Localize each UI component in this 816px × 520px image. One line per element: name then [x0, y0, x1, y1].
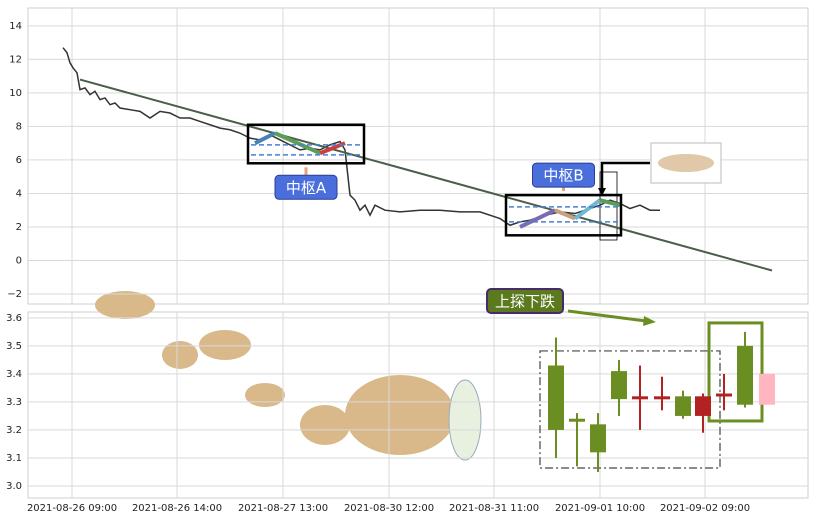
dog: [300, 405, 350, 445]
y-tick-label: 8: [16, 121, 22, 132]
y-tick-label: 3.5: [6, 341, 22, 352]
y-tick-label: 4: [16, 188, 22, 199]
candle-body: [548, 365, 564, 430]
candle-body: [632, 396, 648, 400]
y-tick-label: 3.3: [6, 397, 22, 408]
decorative-images: [28, 8, 808, 498]
label-box: [532, 162, 595, 188]
dog: [199, 330, 251, 360]
annotation-label: 上探下跌: [495, 293, 555, 311]
highlight-box: [707, 321, 764, 423]
thumbnail-image: [658, 154, 714, 172]
y-tick-label: 3.2: [6, 425, 22, 436]
y-tick-label: 3.6: [6, 313, 22, 324]
y-tick-label: −2: [7, 289, 22, 300]
pivot-zone: [246, 123, 366, 165]
price-line: [62, 47, 660, 227]
x-tick-label: 2021-08-26 14:00: [132, 503, 222, 514]
price-line: [79, 78, 773, 272]
highlight-box: [539, 350, 721, 469]
zone-label: 中枢A: [286, 179, 327, 197]
dog: [245, 383, 285, 407]
bottom-panel: [27, 311, 809, 499]
dog: [95, 291, 155, 319]
top-panel: [27, 7, 809, 305]
x-tick-label: 2021-08-30 12:00: [344, 503, 434, 514]
candle-body: [695, 396, 711, 416]
segment-stroke: [274, 131, 321, 156]
pivot-zone: [504, 193, 623, 237]
dog: [162, 341, 198, 369]
segment-stroke: [554, 208, 576, 221]
label-box: [274, 174, 338, 200]
y-tick-label: 3.4: [6, 369, 22, 380]
candle-body: [590, 424, 606, 453]
y-tick-label: 2: [16, 222, 22, 233]
y-tick-label: 3.0: [6, 481, 22, 492]
annotation-arrow: [567, 309, 647, 323]
annotation-arrowhead: [643, 316, 656, 326]
segment-stroke: [573, 198, 602, 221]
y-tick-label: 12: [9, 54, 22, 65]
y-tick-label: 10: [9, 88, 22, 99]
x-tick-label: 2021-08-26 09:00: [27, 503, 117, 514]
dog: [345, 375, 455, 455]
candle-body: [716, 393, 732, 397]
candle-body: [737, 345, 753, 405]
segment-stroke: [254, 131, 276, 145]
segment-stroke: [519, 208, 556, 229]
candle-body: [569, 418, 585, 422]
segment-stroke: [599, 198, 621, 208]
candle-body: [611, 371, 627, 400]
connector-arrow: [598, 188, 606, 196]
zone-label: 中枢B: [543, 167, 583, 185]
candle-body: [675, 396, 691, 416]
y-tick-label: 6: [16, 155, 22, 166]
connector: [600, 161, 650, 192]
x-tick-label: 2021-09-02 09:00: [660, 503, 750, 514]
candle-body: [654, 396, 670, 400]
wing: [448, 379, 482, 461]
annotation-box: [486, 288, 564, 314]
x-tick-label: 2021-09-01 10:00: [555, 503, 645, 514]
y-tick-label: 0: [16, 255, 22, 266]
x-tick-label: 2021-08-27 13:00: [238, 503, 328, 514]
y-tick-label: 3.1: [6, 453, 22, 464]
candle-body: [759, 373, 775, 405]
y-tick-label: 14: [9, 21, 22, 32]
x-tick-label: 2021-08-31 11:00: [449, 503, 539, 514]
